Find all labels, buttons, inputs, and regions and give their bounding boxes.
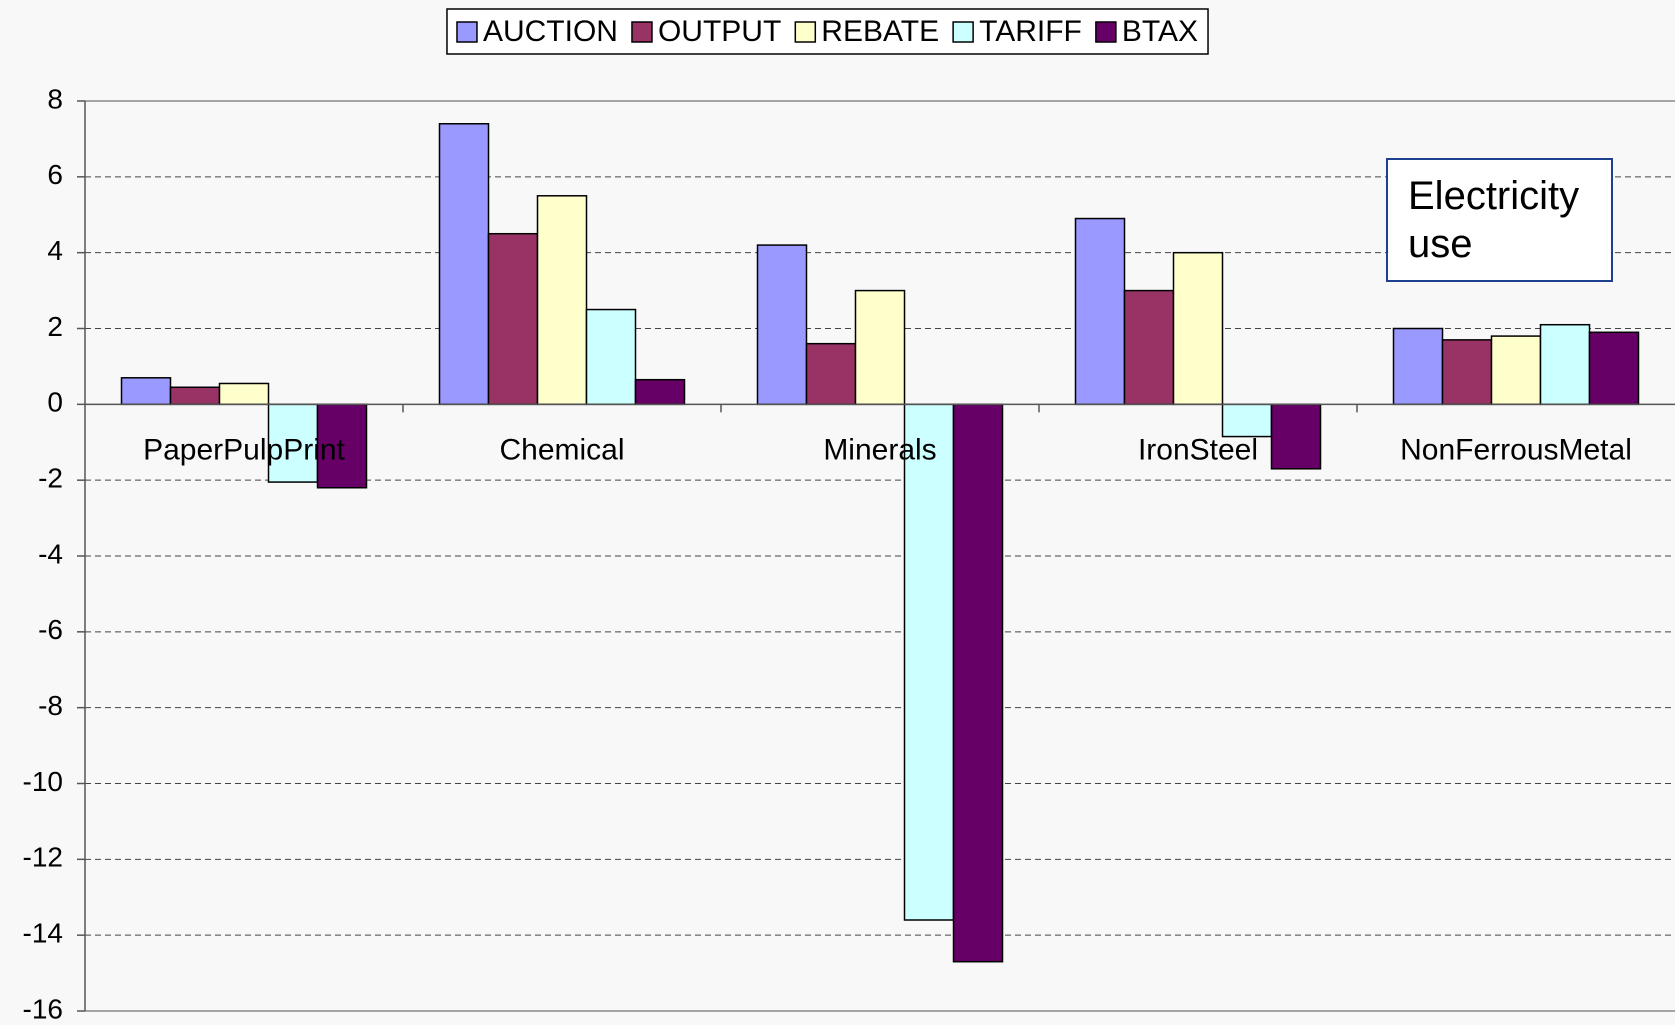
legend-swatch — [631, 21, 653, 43]
x-tick-label: Minerals — [823, 433, 936, 466]
bar — [218, 382, 270, 406]
legend-label: BTAX — [1122, 15, 1198, 48]
y-tick-label: -4 — [38, 538, 63, 569]
bar — [120, 377, 172, 406]
bar — [169, 386, 221, 406]
bar — [1539, 323, 1591, 406]
legend-swatch — [1095, 21, 1117, 43]
bar — [316, 403, 368, 489]
bar — [536, 195, 588, 406]
bar — [1490, 335, 1542, 406]
x-tick-label: Chemical — [499, 433, 624, 466]
bar — [1588, 331, 1640, 406]
legend-swatch — [952, 21, 974, 43]
y-tick-label: 6 — [47, 159, 63, 190]
bar — [585, 308, 637, 406]
legend-label: REBATE — [821, 15, 939, 48]
bar — [487, 232, 539, 406]
y-tick-label: 8 — [47, 83, 63, 114]
y-tick-label: -14 — [23, 918, 63, 949]
bar — [1392, 327, 1444, 406]
bar — [756, 244, 808, 406]
bar — [952, 403, 1004, 963]
legend-label: TARIFF — [979, 15, 1082, 48]
bar — [634, 378, 686, 406]
y-tick-label: 0 — [47, 387, 63, 418]
bar — [1074, 217, 1126, 406]
bar — [903, 403, 955, 921]
x-tick-label: IronSteel — [1138, 433, 1258, 466]
bar — [854, 289, 906, 406]
bar — [1123, 289, 1175, 406]
y-tick-label: 4 — [47, 235, 63, 266]
y-tick-label: -2 — [38, 463, 63, 494]
bar — [1270, 403, 1322, 470]
y-tick-label: -8 — [38, 690, 63, 721]
bar — [438, 123, 490, 406]
legend-swatch — [794, 21, 817, 43]
y-tick-label: -12 — [23, 842, 63, 873]
y-tick-label: -10 — [23, 766, 63, 797]
y-tick-label: -16 — [23, 993, 63, 1024]
y-tick-label: 2 — [47, 311, 63, 342]
y-tick-label: -6 — [38, 614, 63, 645]
legend-box — [446, 8, 1209, 55]
x-tick-label: NonFerrousMetal — [1400, 433, 1632, 466]
annotation: Electricity use — [1386, 158, 1613, 282]
legend-swatch — [456, 21, 478, 43]
legend-label: AUCTION — [483, 15, 618, 48]
legend-label: OUTPUT — [658, 15, 781, 48]
bar — [1172, 251, 1224, 406]
x-tick-label: PaperPulpPrint — [143, 433, 345, 466]
bar — [805, 342, 857, 406]
bar — [1221, 403, 1273, 438]
bar — [1441, 339, 1493, 406]
